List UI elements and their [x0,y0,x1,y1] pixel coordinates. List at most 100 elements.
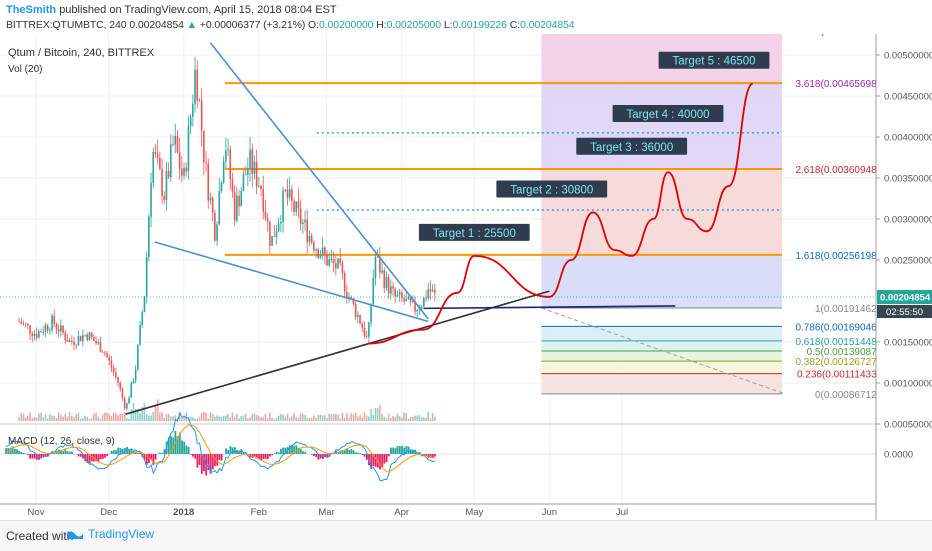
volume-bar [152,412,154,421]
price-tick-label: 0.00100000 [884,379,932,390]
macd-histogram-bar [375,454,377,467]
volume-bar [265,414,267,421]
volume-bar [278,416,280,421]
volume-bar [51,416,53,421]
volume-bar [295,417,297,421]
candle-body [161,169,163,196]
candle-body [416,310,418,312]
candle-body [218,191,220,224]
candle-body [148,217,150,258]
volume-bar [353,415,355,421]
price-tick-label: 0.00050000 [884,420,932,431]
volume-bar [397,414,399,421]
volume-bar [216,415,218,421]
volume-bar [84,416,86,421]
volume-bar [287,414,289,421]
volume-bar [304,415,306,421]
volume-bar [218,417,220,421]
candle-body [115,372,117,377]
candle-body [392,286,394,288]
macd-histogram-bar [311,454,313,455]
high-value: 0.00205000 [387,19,441,31]
volume-bar [300,413,302,421]
macd-histogram-bar [263,454,265,459]
candle-body [388,277,390,294]
price-chart[interactable]: 4.236(0.00530433)3.618(0.00465698)2.618(… [0,34,932,520]
volume-bar [25,417,27,421]
volume-bar [227,414,229,421]
macd-histogram-bar [199,454,201,465]
candle-body [333,259,335,263]
author-link[interactable]: TheSmith [6,4,56,16]
volume-bar [344,418,346,421]
volume-bar [170,417,172,421]
volume-bar [71,416,73,421]
brand-label: TradingView [88,527,154,541]
candle-body [375,257,377,278]
macd-histogram-bar [100,454,102,459]
candle-body [302,222,304,224]
candle-body [238,196,240,207]
volume-bar [249,417,251,421]
volume-bar [139,413,141,421]
fib-level-label: 0.786(0.00169046) [795,322,880,333]
volume-bar [394,417,396,421]
macd-histogram-bar [392,448,394,454]
candle-body [304,220,306,223]
candle-body [282,191,284,222]
macd-histogram-bar [232,447,234,454]
candle-body [324,248,326,255]
price-tick-label: 0.00150000 [884,338,932,349]
candle-body [295,201,297,211]
volume-bar [379,405,381,421]
fib-zone [541,351,782,361]
volume-bar [271,418,273,421]
volume-bar [311,418,313,421]
symbol-label[interactable]: BITTREX:QTUMBTC, 240 [6,19,127,31]
macd-histogram-bar [271,454,273,455]
candle-body [267,218,269,221]
candle-body [199,100,201,101]
volume-bar [260,417,262,421]
volume-bar [306,418,308,421]
volume-bar [190,417,192,421]
volume-bar [291,417,293,421]
volume-bar [210,412,212,421]
tradingview-brand[interactable]: TradingView [66,527,154,541]
candle-body [201,100,203,130]
volume-bar [273,419,275,421]
macd-histogram-bar [12,446,14,454]
candle-body [84,335,86,336]
volume-bar [412,417,414,421]
macd-histogram-bar [304,452,306,454]
volume-bar [29,412,31,421]
macd-histogram-bar [300,449,302,454]
macd-histogram-bar [348,450,350,454]
volume-bar [348,418,350,421]
candle-body [64,333,66,340]
volume-bar [212,414,214,421]
volume-bar [100,419,102,421]
candle-body [337,258,339,268]
volume-bar [240,416,242,421]
fib-zone [541,361,782,374]
volume-bar [130,409,132,421]
volume-bar [155,405,157,421]
macd-histogram-bar [29,454,31,459]
macd-histogram-bar [111,451,113,454]
candle-body [23,323,25,324]
macd-histogram-bar [197,454,199,468]
fib-zone [541,308,782,326]
target-label: Target 4 : 40000 [626,109,709,121]
volume-bar [251,414,253,421]
volume-bar [56,418,58,421]
fib-zone [541,255,782,308]
candle-body [278,223,280,231]
volume-bar [276,418,278,421]
candle-body [56,324,58,329]
last-price: 0.00204854 [129,19,183,31]
volume-bar [401,418,403,421]
countdown-label: 02:55:50 [886,307,923,318]
candle-body [137,345,139,369]
fib-level-label: 0(0.00086712) [815,390,880,401]
